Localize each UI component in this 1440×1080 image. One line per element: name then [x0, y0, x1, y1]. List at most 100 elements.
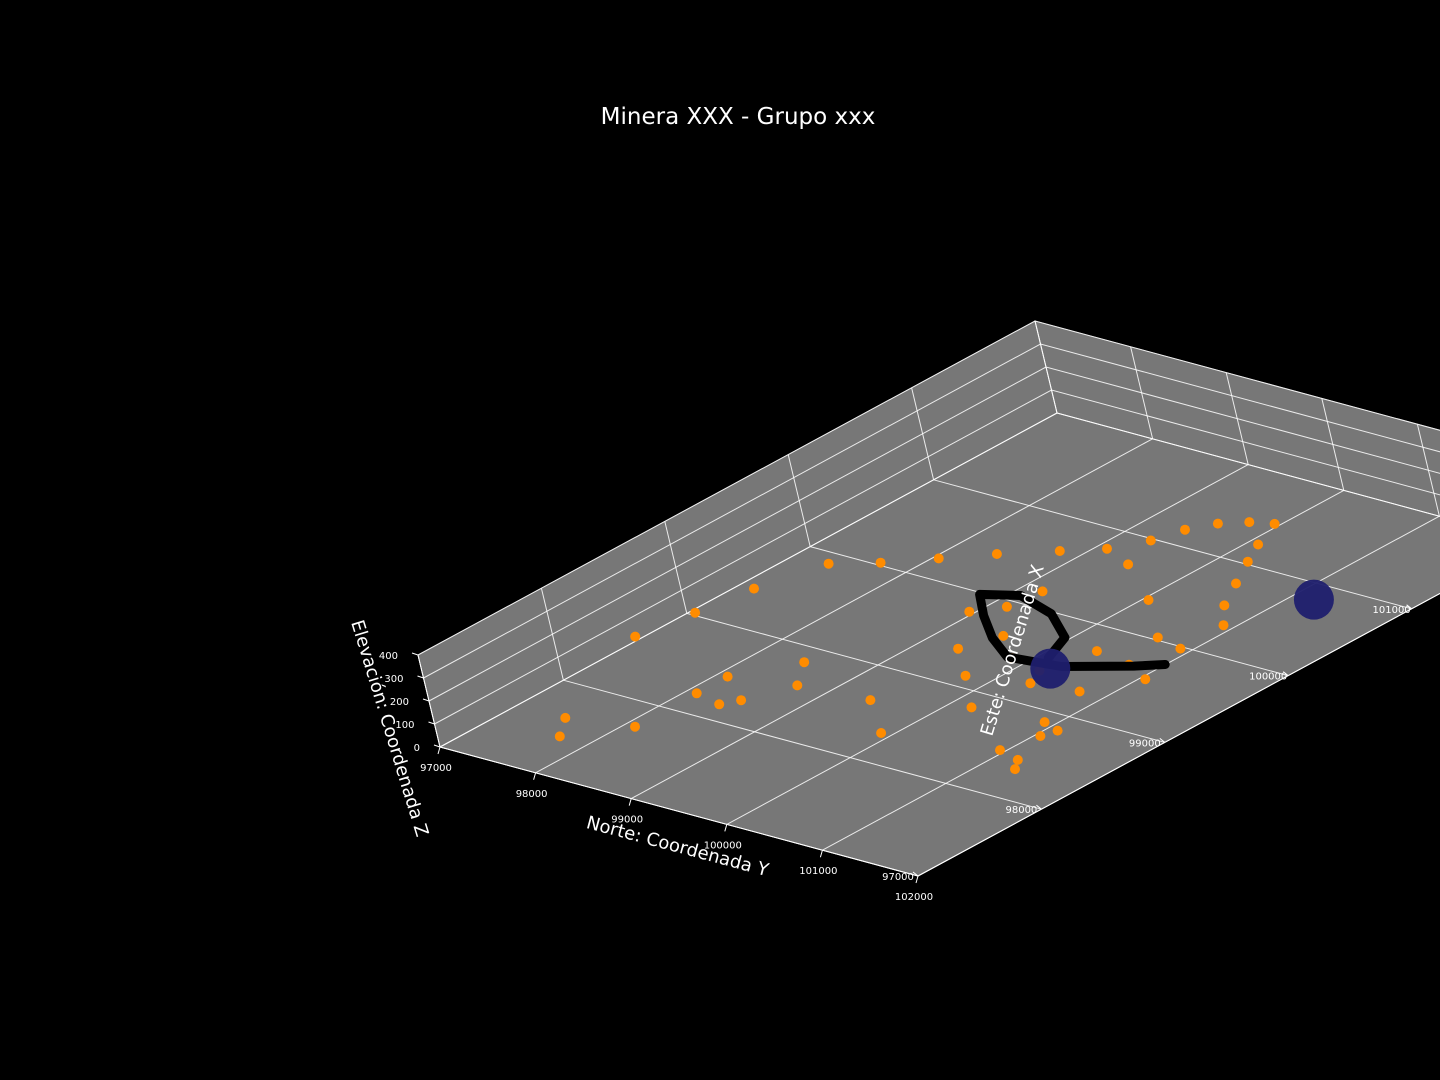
orange-point [792, 680, 803, 691]
black-path-point [1060, 633, 1069, 642]
y-tick-mark [819, 850, 823, 858]
z-tick-mark [428, 721, 435, 725]
x-tick-label: 100000 [1249, 672, 1287, 683]
orange-point [1102, 543, 1112, 554]
gridline-floor-y [535, 438, 1153, 774]
orange-point [691, 688, 702, 699]
orange-point [865, 695, 876, 706]
chart-title: Minera XXX - Grupo xxx [601, 104, 876, 130]
orange-point [960, 670, 971, 681]
orange-point [690, 607, 701, 618]
x-tick-label: 98000 [1005, 805, 1037, 816]
orange-point [1180, 524, 1190, 535]
y-tick-label: 100000 [704, 840, 742, 851]
axis-line [917, 592, 1440, 877]
orange-point [1219, 600, 1230, 611]
black-path-point [1047, 609, 1056, 618]
orange-point [722, 671, 733, 682]
gridline-floor-x [563, 679, 1042, 810]
axis-line [439, 746, 919, 877]
gridline-z [423, 343, 1440, 679]
orange-point [1244, 517, 1255, 528]
orange-point [876, 728, 887, 738]
orange-point [1218, 620, 1229, 631]
black-path-point [1161, 660, 1170, 669]
z-tick-mark [422, 698, 430, 702]
y-tick-mark [915, 875, 919, 884]
navy-sphere [1293, 579, 1334, 620]
orange-point [1012, 754, 1023, 765]
x-tick-mark [912, 871, 919, 877]
orange-point [1039, 717, 1050, 728]
x-tick-mark [1406, 604, 1412, 610]
gridline-z [428, 366, 1440, 702]
black-path-point [1016, 591, 1025, 600]
black-path-point [975, 590, 984, 599]
orange-point [1143, 595, 1154, 605]
orange-point [1001, 601, 1012, 612]
gridline-z [434, 389, 1440, 725]
orange-point [630, 631, 641, 642]
black-path-point [979, 611, 988, 620]
orange-point [1010, 764, 1020, 775]
orange-point [1212, 518, 1223, 529]
y-tick-label: 97000 [420, 763, 452, 774]
z-tick-label: 300 [384, 674, 403, 685]
z-tick-label: 200 [390, 697, 409, 708]
orange-point [1242, 556, 1253, 567]
orange-point [1152, 632, 1163, 643]
x-tick-label: 101000 [1373, 605, 1411, 616]
orange-point [1175, 643, 1186, 654]
orange-point [1091, 646, 1102, 657]
x-tick-mark [1159, 738, 1166, 743]
x-tick-label: 97000 [882, 872, 914, 883]
x-tick-mark [1036, 804, 1042, 810]
gridline-floor-y [630, 464, 1249, 800]
orange-point [1123, 559, 1134, 570]
orange-point [1025, 678, 1036, 689]
z-tick-label: 400 [379, 651, 398, 662]
orange-point [998, 630, 1009, 641]
gridline-z [439, 412, 1440, 748]
black-path-point [1129, 662, 1138, 671]
orange-point [554, 731, 565, 742]
orange-point [1269, 518, 1280, 529]
orange-point [966, 702, 977, 713]
orange-point [875, 557, 886, 568]
z-tick-mark [433, 744, 441, 748]
y-tick-label: 101000 [799, 866, 837, 877]
z-tick-label: 100 [395, 720, 414, 731]
orange-point [749, 583, 759, 594]
gridline-floor-y [822, 515, 1440, 851]
z-tick-mark [417, 675, 424, 679]
orange-point [1140, 674, 1151, 685]
orange-point [1253, 539, 1264, 550]
orange-point [1074, 686, 1085, 697]
gridline-floor-x [686, 612, 1165, 743]
orange-point [1035, 731, 1046, 741]
z-tick-label: 0 [414, 743, 420, 754]
orange-point [1054, 546, 1065, 556]
y-tick-label: 102000 [895, 892, 933, 903]
orange-point [736, 695, 747, 706]
tick-labels: 97000 98000 99000 100000 101000 102000 97000 98… [379, 604, 1412, 903]
y-tick-mark [628, 798, 632, 806]
y-tick-mark [724, 824, 728, 832]
z-tick-mark [411, 652, 419, 656]
orange-point [964, 606, 975, 617]
orange-point [953, 643, 964, 654]
black-path-point [988, 633, 997, 642]
x-tick-label: 99000 [1129, 738, 1161, 749]
orange-point [714, 699, 725, 710]
navy-sphere [1030, 648, 1071, 689]
y-tick-mark [533, 772, 537, 780]
black-path-point [1003, 653, 1012, 661]
x-tick-mark [1282, 671, 1289, 676]
y-tick-label: 99000 [611, 815, 643, 826]
orange-point [1231, 578, 1241, 589]
gridline-floor-x [933, 479, 1412, 610]
data-points [554, 517, 1334, 775]
y-tick-mark [437, 746, 441, 755]
orange-point [995, 745, 1005, 756]
